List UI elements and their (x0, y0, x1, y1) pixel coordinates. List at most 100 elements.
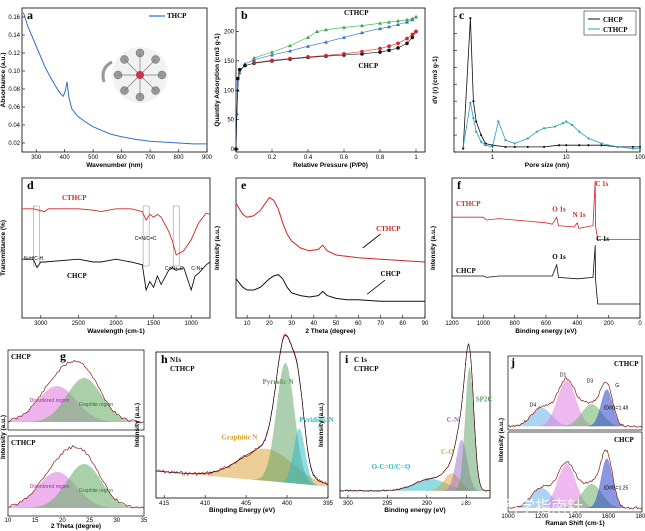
legend-label: CHCP (603, 16, 624, 24)
annotation-cn-cc: C=N/C=C (135, 236, 157, 242)
annotation-c1s-bottom: C 1s (596, 235, 609, 243)
panel-f: 1200 1000 800 600 400 200 0 Binding energy (eV)… (430, 177, 642, 335)
x-tick-label: 0.6 (340, 155, 349, 161)
panel-letter-e: e (241, 178, 247, 192)
panel-letter-g: g (60, 349, 66, 363)
x-tick-label: 1800 (635, 514, 645, 520)
data-point (410, 32, 415, 37)
series-line (253, 16, 417, 59)
y-tick-label: 0.12 (8, 51, 20, 57)
x-tick-label: 30 (113, 518, 120, 524)
annotation-nh-ch: N-H/C-H (24, 256, 44, 262)
data-point (472, 100, 475, 103)
x-tick-label: 0 (638, 321, 642, 327)
component-area (340, 439, 490, 491)
measured-curve (507, 377, 643, 428)
x-axis-label: Relative Pressure (P/P0) (293, 162, 368, 169)
component-area (508, 389, 642, 427)
data-point (616, 145, 619, 149)
data-point (306, 54, 310, 59)
component-label: Graphitic N (222, 434, 258, 442)
component-area (508, 464, 642, 508)
x-tick-label: 500 (88, 155, 99, 161)
y-axis-label: Absorbance (a.u.) (0, 53, 7, 108)
annotation-o1s-top: O 1s (552, 206, 566, 214)
y-tick-label: 200 (224, 30, 235, 36)
data-point (405, 17, 409, 22)
data-point (571, 123, 574, 126)
data-point (497, 120, 500, 123)
x-tick-label: 80 (399, 321, 406, 327)
subplot-label: CTHCP (614, 360, 639, 368)
data-point (315, 29, 319, 34)
data-point (553, 125, 556, 128)
legend: CHCP CTHCP (583, 10, 637, 36)
component-label: O-C=O/C=O (372, 463, 411, 471)
x-tick-label: 70 (377, 321, 384, 327)
measured-curve (7, 359, 145, 424)
plot-frame (451, 177, 641, 319)
data-point (360, 23, 364, 28)
legend-box (583, 10, 637, 36)
x-tick-label: 1200 (445, 321, 459, 327)
panel-j: j CTHCP ID/IG=1.48 D4 D1 D3 G CHCP ID/IG=1.25 Int… (498, 355, 645, 527)
data-point (631, 147, 634, 150)
data-point (513, 142, 516, 145)
x-tick-label: 20 (59, 518, 66, 524)
panel-e: 10 20 30 40 50 60 70 80 90 2 Theta (degree) Intens… (214, 177, 429, 335)
x-tick-label: 395 (323, 501, 334, 507)
annotation-c1s-top: C 1s (595, 180, 608, 188)
panel-letter-j: j (510, 355, 515, 369)
molecule-illustration (101, 47, 168, 103)
ratio-label: ID/IG=1.48 (604, 405, 629, 411)
data-point (504, 145, 507, 149)
data-point (252, 60, 256, 65)
component-area (508, 380, 642, 427)
x-axis-label: Binding energy (eV) (515, 328, 576, 335)
data-point (472, 117, 475, 120)
data-point (270, 50, 274, 54)
annotation-chcp: CHCP (67, 272, 88, 280)
x-tick-label: 100 (635, 155, 645, 161)
component-area (508, 407, 642, 427)
x-axis-label: Raman Shift (cm-1) (545, 520, 604, 527)
data-point (396, 22, 400, 26)
panel-letter-f: f (457, 178, 462, 192)
data-point (237, 67, 242, 72)
panel-d: 3000 2500 2000 1500 1000 Wavelength (cm-1) Tra… (0, 177, 211, 335)
panel-b: 0 0.2 0.4 0.6 0.8 1 0 50 100 150 200 Relative Press… (214, 7, 426, 169)
y-tick-label: 0.06 (8, 105, 20, 111)
component-label: Pyrrolic N (262, 378, 293, 386)
data-point (469, 17, 472, 20)
data-point (484, 144, 487, 147)
data-point (480, 140, 483, 143)
x-tick-label: 35 (141, 518, 148, 524)
x-tick-label: 3000 (34, 321, 48, 327)
x-tick-label: 20 (266, 321, 273, 327)
data-point (378, 46, 382, 51)
subplot-label: CTHCP (11, 439, 36, 447)
annotation-cthcp: CTHCP (376, 225, 401, 233)
disordered-region-label: Disordered region (30, 398, 70, 404)
x-tick-label: 0.8 (376, 155, 385, 161)
watermark-text: 知乎 @科学指南针 (450, 497, 583, 516)
data-point (526, 137, 529, 140)
plot-frame (7, 435, 145, 517)
data-point (565, 120, 568, 123)
legend-label: THCP (167, 12, 187, 20)
series-line (235, 196, 426, 263)
band-marker (142, 205, 150, 267)
x-tick-label: 415 (159, 501, 170, 507)
arrow-icon (101, 60, 113, 83)
panel-letter-h: h (161, 352, 168, 366)
graphite-region-area (8, 378, 144, 422)
x-tick-label: 0.4 (304, 155, 313, 161)
x-tick-label: 10 (563, 155, 570, 161)
x-tick-label: 90 (422, 321, 429, 327)
data-point (387, 24, 391, 29)
data-point (414, 29, 418, 34)
x-tick-label: 295 (382, 501, 393, 507)
plot-frame (235, 177, 426, 319)
panel-a: 300 400 500 600 700 800 900 0.02 0.04 0.06 0.08 0.1… (0, 7, 213, 169)
